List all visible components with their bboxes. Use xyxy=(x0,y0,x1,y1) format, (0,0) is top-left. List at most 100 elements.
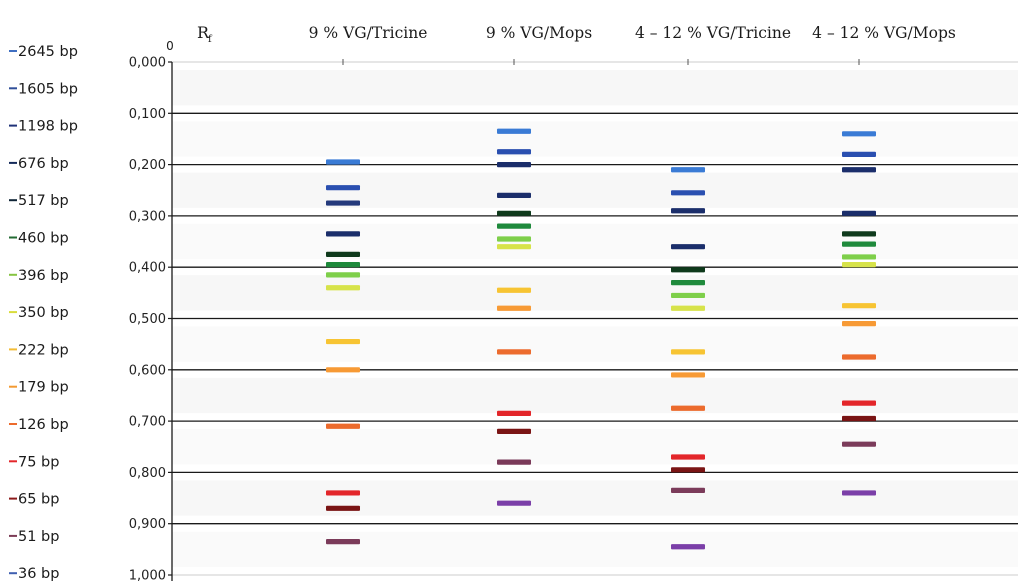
gel-band xyxy=(842,167,876,173)
y-tick-label: 1,000 xyxy=(129,569,166,581)
gel-band xyxy=(497,128,531,134)
legend-label: 179 bp xyxy=(18,380,69,396)
gel-background-strip xyxy=(172,377,1018,414)
gel-band xyxy=(671,279,705,286)
legend-label: 126 bp xyxy=(18,417,69,433)
y-tick-label: 0,200 xyxy=(129,158,166,173)
gel-band xyxy=(497,223,531,229)
gel-band xyxy=(842,490,876,496)
gel-band xyxy=(671,208,705,214)
legend-label: 2645 bp xyxy=(18,44,78,60)
gel-band xyxy=(842,354,876,360)
gel-band xyxy=(326,490,360,496)
gel-band xyxy=(497,305,531,311)
gel-band xyxy=(671,292,705,299)
gel-band xyxy=(326,338,360,345)
gel-band xyxy=(497,162,531,168)
gel-background-strip xyxy=(172,121,1018,157)
gel-band xyxy=(842,254,876,260)
legend-label: 65 bp xyxy=(18,492,59,508)
legend-label: 517 bp xyxy=(18,193,69,209)
gel-background-strip xyxy=(172,223,1018,260)
gel-background-strip xyxy=(172,326,1018,362)
gel-band xyxy=(671,405,705,411)
gel-band xyxy=(497,287,531,293)
gel-band xyxy=(326,272,360,278)
y-tick-label: 0,100 xyxy=(129,107,166,122)
gel-band xyxy=(497,236,531,242)
gel-band xyxy=(497,459,531,465)
gel-band xyxy=(842,210,876,216)
axis-origin-label: 0 xyxy=(166,39,174,53)
gel-band xyxy=(671,349,705,355)
gel-band xyxy=(842,321,876,327)
gel-background-strip xyxy=(172,480,1018,516)
gel-band xyxy=(497,149,531,155)
lane-header: 4 – 12 % VG/Tricine xyxy=(635,24,791,42)
gel-band xyxy=(671,454,705,460)
axis-layer: 0,000 0,100 0,200 0,300 0,400 0,500 0,600 0,700… xyxy=(129,23,860,581)
gel-band xyxy=(326,285,360,291)
lane-header: 4 – 12 % VG/Mops xyxy=(812,24,956,42)
y-tick-label: 0,300 xyxy=(129,209,166,224)
gel-band xyxy=(671,167,705,173)
gel-band xyxy=(842,262,876,268)
y-axis-label-subscript: f xyxy=(208,34,213,45)
gel-band xyxy=(497,500,531,506)
bands-layer xyxy=(326,128,876,550)
gel-band xyxy=(671,190,705,196)
gel-band xyxy=(497,210,531,216)
legend-label: 460 bp xyxy=(18,231,69,247)
gel-band xyxy=(842,303,876,309)
gel-band xyxy=(497,410,531,417)
legend-label: 676 bp xyxy=(18,156,69,172)
gel-band xyxy=(671,544,705,550)
gel-band xyxy=(326,539,360,545)
gel-band xyxy=(842,151,876,157)
y-axis-label: R xyxy=(197,23,210,42)
legend-label: 396 bp xyxy=(18,268,69,284)
y-tick-label: 0,500 xyxy=(129,312,166,327)
gel-band xyxy=(842,441,876,447)
gel-background-strip xyxy=(172,531,1018,567)
legend-label: 1605 bp xyxy=(18,81,78,97)
gel-band xyxy=(671,267,705,273)
gel-band xyxy=(671,372,705,378)
gel-band xyxy=(326,505,360,511)
gel-band xyxy=(326,423,360,429)
gel-background-strip xyxy=(172,70,1018,106)
gel-band xyxy=(326,200,360,206)
gel-band xyxy=(671,487,705,493)
y-tick-label: 0,700 xyxy=(129,415,166,430)
legend-label: 75 bp xyxy=(18,454,59,470)
y-tick-label: 0,900 xyxy=(129,517,166,532)
gel-band xyxy=(326,367,360,373)
gel-band xyxy=(497,192,531,198)
gel-background-strip xyxy=(172,275,1018,311)
gel-band xyxy=(326,251,360,257)
gel-band xyxy=(842,400,876,406)
gel-band xyxy=(326,159,360,165)
y-tick-label: 0,600 xyxy=(129,363,166,378)
legend-label: 1198 bp xyxy=(18,119,78,135)
gel-band xyxy=(497,244,531,250)
gel-band xyxy=(497,349,531,355)
lane-header: 9 % VG/Tricine xyxy=(309,24,428,42)
y-tick-label: 0,800 xyxy=(129,466,166,481)
gel-band xyxy=(842,241,876,247)
legend-label: 222 bp xyxy=(18,342,69,358)
legend-label: 350 bp xyxy=(18,305,69,321)
gel-band xyxy=(842,415,876,422)
y-tick-label: 0,000 xyxy=(129,56,166,71)
gel-band xyxy=(497,428,531,434)
gel-band xyxy=(326,185,360,191)
legend-label: 51 bp xyxy=(18,529,59,545)
lane-headers: 9 % VG/Tricine 9 % VG/Mops 4 – 12 % VG/Tri… xyxy=(309,24,956,42)
gel-band xyxy=(671,244,705,250)
y-tick-label: 0,400 xyxy=(129,261,166,276)
gel-band xyxy=(842,131,876,137)
legend-label: 36 bp xyxy=(18,566,59,581)
gel-background-strip xyxy=(172,172,1018,208)
